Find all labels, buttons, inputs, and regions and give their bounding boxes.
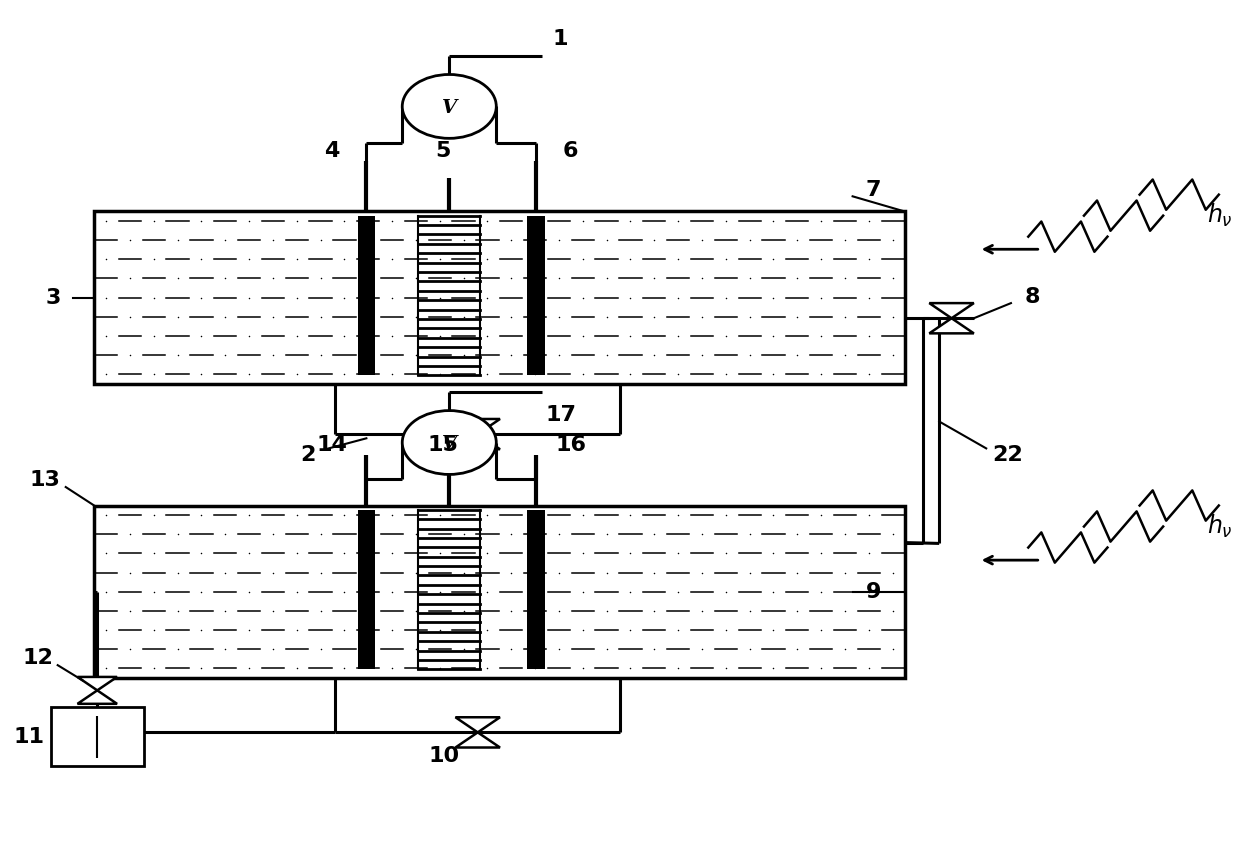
Bar bbox=[357, 216, 374, 375]
Text: 16: 16 bbox=[556, 435, 587, 455]
Text: 13: 13 bbox=[30, 470, 60, 491]
Text: 3: 3 bbox=[46, 287, 61, 308]
Text: 8: 8 bbox=[1024, 287, 1040, 307]
Text: 11: 11 bbox=[14, 727, 45, 747]
Polygon shape bbox=[77, 677, 117, 690]
Polygon shape bbox=[77, 690, 117, 704]
Text: 12: 12 bbox=[22, 648, 53, 668]
Text: V: V bbox=[441, 99, 456, 117]
Polygon shape bbox=[455, 434, 500, 449]
Text: 10: 10 bbox=[429, 746, 460, 766]
Circle shape bbox=[402, 411, 496, 475]
Bar bbox=[527, 510, 544, 669]
Text: 1: 1 bbox=[553, 30, 568, 49]
Polygon shape bbox=[929, 319, 973, 333]
Text: $h_\nu$: $h_\nu$ bbox=[1208, 202, 1233, 229]
Text: 9: 9 bbox=[866, 582, 882, 602]
Text: 2: 2 bbox=[300, 445, 316, 465]
Circle shape bbox=[402, 74, 496, 138]
Text: 7: 7 bbox=[866, 180, 882, 201]
Text: 14: 14 bbox=[316, 435, 347, 455]
Text: 4: 4 bbox=[324, 141, 340, 161]
Text: 22: 22 bbox=[992, 445, 1023, 465]
Polygon shape bbox=[455, 419, 500, 434]
Text: 5: 5 bbox=[435, 141, 451, 161]
Polygon shape bbox=[455, 733, 500, 748]
Text: 6: 6 bbox=[563, 141, 578, 161]
Bar bbox=[94, 506, 904, 678]
Bar bbox=[357, 510, 374, 669]
Bar bbox=[51, 707, 144, 766]
Bar bbox=[527, 216, 544, 375]
Text: 15: 15 bbox=[428, 435, 459, 455]
Polygon shape bbox=[455, 717, 500, 733]
Bar bbox=[94, 212, 904, 384]
Text: 17: 17 bbox=[546, 405, 577, 425]
Text: V: V bbox=[441, 435, 456, 454]
Text: $h_\nu$: $h_\nu$ bbox=[1208, 513, 1233, 540]
Polygon shape bbox=[929, 303, 973, 319]
